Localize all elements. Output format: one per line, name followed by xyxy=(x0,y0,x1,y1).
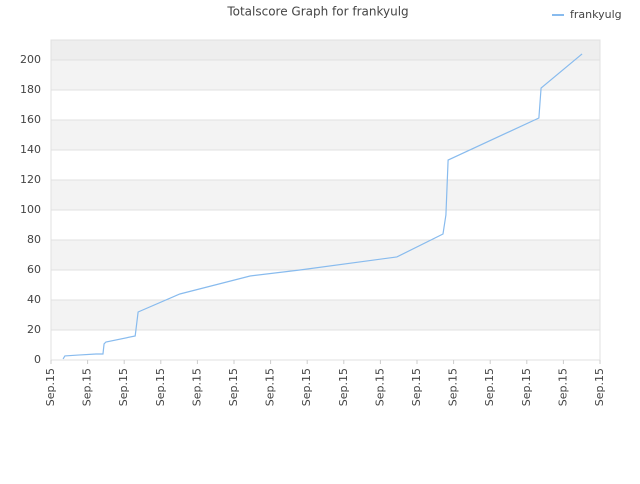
y-tick-label: 100 xyxy=(20,203,41,216)
y-tick-label: 180 xyxy=(20,83,41,96)
y-tick-label: 140 xyxy=(20,143,41,156)
y-tick-label: 0 xyxy=(34,353,41,366)
line xyxy=(62,53,583,360)
y-tick-label: 40 xyxy=(27,293,41,306)
y-tick-label: 20 xyxy=(27,323,41,336)
y-tick-label: 80 xyxy=(27,233,41,246)
x-tick-label: Sep.15 xyxy=(556,368,569,406)
grid-band xyxy=(51,269,600,300)
grid-band xyxy=(51,149,600,180)
x-tick-label: Sep.15 xyxy=(117,368,130,406)
grid-band xyxy=(51,89,600,120)
y-tick-label: 200 xyxy=(20,53,41,66)
x-tick-label: Sep.15 xyxy=(264,368,277,406)
y-tick-label: 60 xyxy=(27,263,41,276)
x-tick-label: Sep.15 xyxy=(593,368,606,406)
x-tick-label: Sep.15 xyxy=(373,368,386,406)
x-tick-label: Sep.15 xyxy=(447,368,460,406)
x-tick-label: Sep.15 xyxy=(483,368,496,406)
y-tick-label: 160 xyxy=(20,113,41,126)
x-tick-label: Sep.15 xyxy=(81,368,94,406)
x-tick-label: Sep.15 xyxy=(154,368,167,406)
chart-title: Totalscore Graph for frankyulg xyxy=(226,5,408,19)
grid-band xyxy=(51,40,600,60)
grid-band xyxy=(51,299,600,330)
x-tick-label: Sep.15 xyxy=(300,368,313,406)
grid-band xyxy=(51,329,600,360)
grid-band xyxy=(51,59,600,90)
grid-band xyxy=(51,179,600,210)
x-tick-label: Sep.15 xyxy=(190,368,203,406)
x-tick-label: Sep.15 xyxy=(44,368,57,406)
x-tick-label: Sep.15 xyxy=(337,368,350,406)
x-tick-label: Sep.15 xyxy=(410,368,423,406)
legend-label: frankyulg xyxy=(570,8,622,21)
x-tick-label: Sep.15 xyxy=(227,368,240,406)
y-tick-label: 120 xyxy=(20,173,41,186)
grid-band xyxy=(51,209,600,240)
grid-band xyxy=(51,119,600,150)
grid-band xyxy=(51,239,600,270)
x-tick-label: Sep.15 xyxy=(520,368,533,406)
